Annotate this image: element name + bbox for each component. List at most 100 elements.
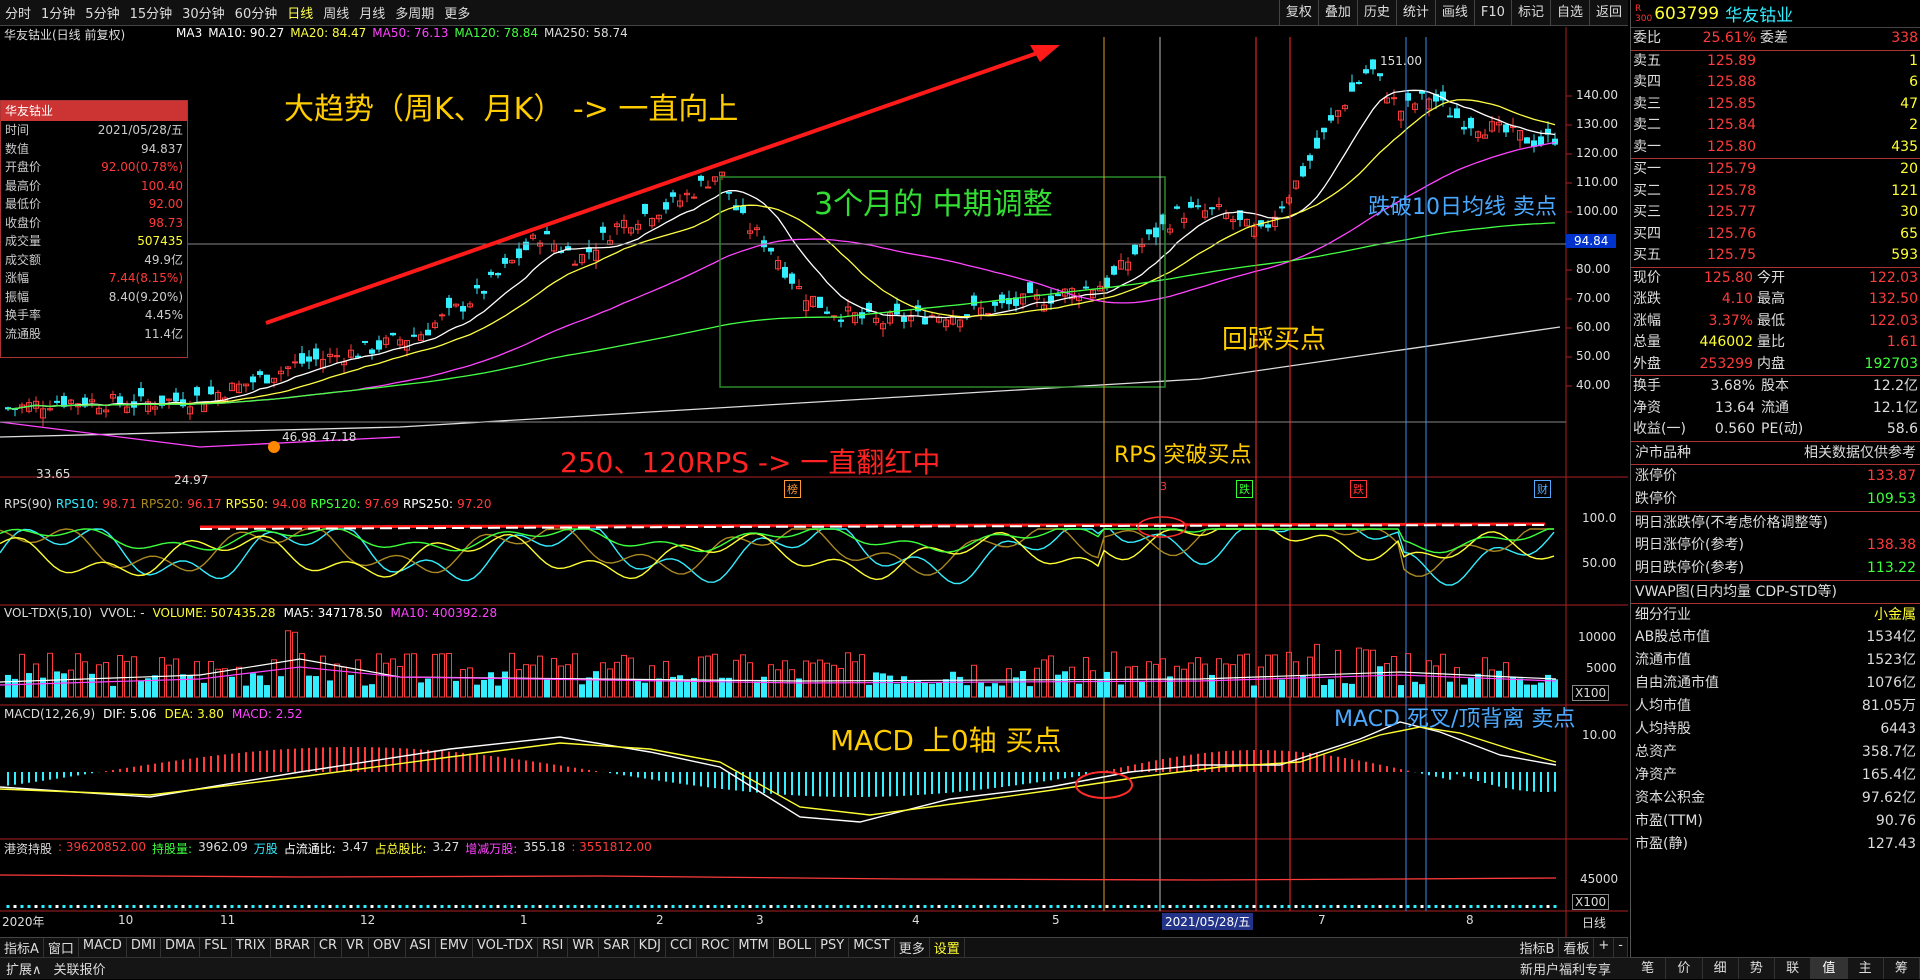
event-marker-icon[interactable] — [268, 441, 280, 453]
indicator-tab-25[interactable]: 设置 — [930, 938, 965, 957]
tool-button-3[interactable]: 统计 — [1395, 0, 1435, 26]
quote-tab-0[interactable]: 笔 — [1630, 958, 1667, 979]
event-tag-cai[interactable]: 财 — [1534, 480, 1551, 498]
tool-button-1[interactable]: 叠加 — [1317, 0, 1357, 26]
candle-body — [691, 196, 697, 199]
period-tab-3[interactable]: 15分钟 — [129, 7, 173, 22]
event-tag-die-1[interactable]: 跌 — [1236, 480, 1253, 498]
period-tab-8[interactable]: 月线 — [359, 7, 386, 22]
quote-tab-2[interactable]: 细 — [1703, 958, 1739, 979]
indicator-tab-2[interactable]: MACD — [79, 938, 127, 957]
indicator-tab-10[interactable]: OBV — [369, 938, 406, 957]
indicator-tab-13[interactable]: VOL-TDX — [473, 938, 539, 957]
indicator-tab-8[interactable]: CR — [315, 938, 343, 957]
indicator-tab-14[interactable]: RSI — [538, 938, 569, 957]
candle-body — [796, 286, 802, 290]
hk-change-dot — [1434, 905, 1438, 908]
tool-button-8[interactable]: 返回 — [1588, 0, 1628, 26]
price-tick-1: 130.00 — [1576, 117, 1618, 131]
stat-key-2: 涨幅 — [1633, 312, 1661, 329]
volume-bar — [740, 654, 746, 698]
fin-row-0: AB股总市值 1534亿 — [1631, 626, 1920, 649]
hk-change-dot — [265, 905, 269, 908]
candle-body — [1048, 295, 1054, 304]
indicator-tab-21[interactable]: BOLL — [774, 938, 817, 957]
period-tab-4[interactable]: 30分钟 — [182, 7, 225, 22]
quote-tab-3[interactable]: 势 — [1739, 958, 1775, 979]
status-item-0[interactable]: 扩展∧ — [6, 963, 42, 978]
indicator-tab-7[interactable]: BRAR — [271, 938, 315, 957]
hk-holding-legend: 港资持股 : 39620852.00 持股量: 3962.09 万股 占流通比:… — [4, 840, 652, 857]
hk-value-6: : 3551812.00 — [571, 840, 652, 854]
indicator-tab-12[interactable]: EMV — [436, 938, 473, 957]
volume-bar — [166, 664, 172, 698]
period-tab-0[interactable]: 分时 — [5, 7, 32, 22]
event-tag-bang[interactable]: 榜 — [784, 480, 801, 498]
quote-tab-7[interactable]: 筹 — [1884, 958, 1920, 979]
period-tab-7[interactable]: 周线 — [323, 7, 350, 22]
indicator-right-tab-2[interactable]: + — [1594, 938, 1615, 957]
candle-body — [1503, 124, 1509, 133]
indicator-tab-1[interactable]: 窗口 — [44, 938, 79, 957]
hk-change-dot — [1245, 905, 1249, 908]
candle-body — [901, 316, 907, 322]
tool-button-0[interactable]: 复权 — [1278, 0, 1318, 26]
event-tag-die-2[interactable]: 跌 — [1350, 480, 1367, 498]
indicator-tab-17[interactable]: KDJ — [635, 938, 667, 957]
candle-body — [243, 383, 249, 387]
volume-bar — [1048, 655, 1054, 698]
indicator-tab-6[interactable]: TRIX — [232, 938, 271, 957]
period-tab-5[interactable]: 60分钟 — [234, 7, 278, 22]
kline-chart-area[interactable]: 华友钴业(日线 前复权) MA3 MA10: 90.27 MA20: 84.47 MA… — [0, 26, 1628, 937]
period-tab-9[interactable]: 多周期 — [395, 7, 435, 22]
candle-body — [96, 407, 102, 415]
indicator-tab-22[interactable]: PSY — [816, 938, 850, 957]
tool-button-2[interactable]: 历史 — [1356, 0, 1396, 26]
market-row[interactable]: 沪市品种 相关数据仅供参考 — [1631, 440, 1920, 464]
kline-chart-svg[interactable] — [0, 27, 1628, 937]
tool-button-6[interactable]: 标记 — [1510, 0, 1550, 26]
indicator-tab-11[interactable]: ASI — [406, 938, 436, 957]
indicator-tab-0[interactable]: 指标A — [0, 938, 44, 957]
market-tab[interactable]: 沪市品种 — [1635, 444, 1691, 461]
quote-tab-1[interactable]: 价 — [1666, 958, 1703, 979]
hk-change-dot — [636, 905, 640, 908]
new-user-welfare[interactable]: 新用户福利专享 — [1520, 963, 1612, 978]
period-tab-1[interactable]: 1分钟 — [41, 7, 76, 22]
indicator-tab-9[interactable]: VR — [342, 938, 369, 957]
hk-change-dot — [363, 905, 367, 908]
quote-tab-4[interactable]: 联 — [1775, 958, 1812, 979]
indicator-tab-19[interactable]: ROC — [697, 938, 735, 957]
indicator-tab-23[interactable]: MCST — [849, 938, 895, 957]
tool-button-7[interactable]: 自选 — [1549, 0, 1589, 26]
indicator-tab-16[interactable]: SAR — [599, 938, 635, 957]
candle-body — [453, 303, 459, 307]
period-tab-2[interactable]: 5分钟 — [85, 7, 120, 22]
quote-tab-5[interactable]: 值 — [1811, 958, 1848, 979]
indicator-right-tab-0[interactable]: 指标B — [1515, 938, 1560, 957]
indicator-tab-5[interactable]: FSL — [200, 938, 232, 957]
period-tab-6[interactable]: 日线 — [287, 7, 314, 22]
status-item-1[interactable]: 关联报价 — [53, 963, 106, 978]
event-tag-3[interactable]: 3 — [1160, 480, 1167, 493]
quote-tab-6[interactable]: 主 — [1848, 958, 1884, 979]
indicator-right-tab-3[interactable]: - — [1614, 938, 1628, 957]
indicator-tab-4[interactable]: DMA — [161, 938, 201, 957]
tool-button-4[interactable]: 画线 — [1434, 0, 1474, 26]
tool-button-5[interactable]: F10 — [1473, 0, 1511, 26]
indicator-tab-15[interactable]: WR — [568, 938, 600, 957]
period-tab-10[interactable]: 更多 — [444, 7, 471, 22]
indicator-tab-18[interactable]: CCI — [666, 938, 698, 957]
volume-bar — [355, 659, 361, 698]
infobox-row-11: 流通股 11.4亿 — [1, 325, 187, 344]
vol-axis-x100: X100 — [1572, 685, 1610, 701]
candle-body — [488, 271, 494, 276]
vwap-row[interactable]: VWAP图(日内均量 CDP-STD等) — [1631, 579, 1920, 603]
candle-body — [1104, 277, 1110, 288]
indicator-tab-24[interactable]: 更多 — [895, 938, 930, 957]
vol-ma10-line — [0, 666, 1557, 686]
indicator-tab-3[interactable]: DMI — [127, 938, 161, 957]
indicator-right-tab-1[interactable]: 看板 — [1559, 938, 1595, 957]
indicator-tab-20[interactable]: MTM — [734, 938, 774, 957]
hk-change-dot — [986, 905, 990, 908]
